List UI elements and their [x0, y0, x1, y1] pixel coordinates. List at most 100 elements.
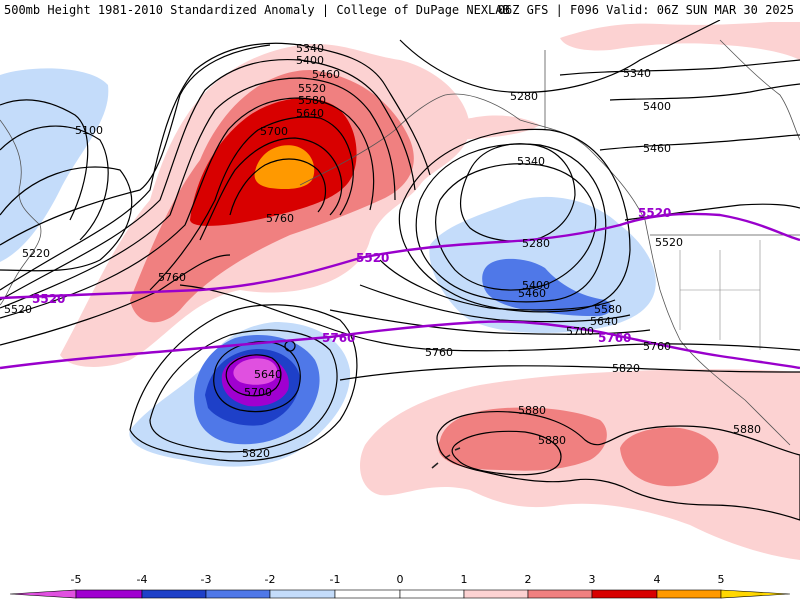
anomaly-pos1-subtropics	[360, 369, 800, 560]
label-5520c: 5520	[655, 236, 683, 249]
colorbar-tick: 0	[397, 573, 404, 586]
contour-5460-trough	[415, 143, 607, 303]
label-5280a: 5280	[510, 90, 538, 103]
map-header: 500mb Height 1981-2010 Standardized Anom…	[0, 0, 800, 20]
label-5640c: 5640	[254, 368, 282, 381]
label-5400a: 5400	[296, 54, 324, 67]
highlight-labels: 5520 5520 5520 5760 5760	[32, 206, 671, 345]
swatch-neg1-zero	[334, 589, 401, 599]
contour-5160	[0, 125, 109, 241]
highlight-label-5760-east: 5760	[598, 331, 631, 345]
label-5640b: 5640	[590, 315, 618, 328]
label-5220: 5220	[22, 247, 50, 260]
label-5760c: 5760	[425, 346, 453, 359]
label-5460a: 5460	[312, 68, 340, 81]
contour-5520-ridge	[0, 97, 375, 319]
contour-5820-cutoff	[129, 304, 358, 462]
product-title: 500mb Height 1981-2010 Standardized Anom…	[4, 3, 510, 17]
colorbar-swatches	[9, 589, 791, 599]
swatch-above-pos5	[720, 589, 791, 599]
contour-5280-west	[0, 44, 271, 246]
colorbar-tick: 4	[654, 573, 661, 586]
contour-5760-west	[0, 254, 231, 346]
highlight-label-5520-west: 5520	[32, 292, 65, 306]
swatch-neg3-neg2	[205, 589, 271, 599]
contour-5700-ridge	[229, 158, 327, 216]
coastlines	[0, 39, 800, 469]
highlight-label-5760-mid: 5760	[322, 331, 355, 345]
label-5340c: 5340	[517, 155, 545, 168]
highlight-contour-5760	[0, 320, 800, 370]
contour-5760-cutoff	[149, 329, 338, 453]
contour-5460-ridge	[0, 77, 396, 309]
highlight-label-5520-east: 5520	[638, 206, 671, 220]
label-5340a: 5340	[296, 42, 324, 55]
swatch-pos1-pos2	[463, 589, 529, 599]
label-5280b: 5280	[522, 237, 550, 250]
label-5580a: 5580	[298, 94, 326, 107]
anomaly-pos1-northeast-corner	[560, 22, 800, 60]
swatch-zero-pos1	[399, 589, 465, 599]
contour-5340-ridge	[0, 42, 431, 291]
anomaly-map: 5340 5400 5460 5520 5580 5640 5700 5760 …	[0, 20, 800, 586]
label-5820a: 5820	[612, 362, 640, 375]
model-valid-time: 06Z GFS | F096 Valid: 06Z SUN MAR 30 202…	[497, 3, 794, 17]
label-5340b: 5340	[623, 67, 651, 80]
colorbar-ticks: -5 -4 -3 -2 -1 0 1 2 3 4 5	[71, 573, 725, 586]
height-contours	[0, 20, 800, 521]
anomaly-pos2-subtropics-west	[438, 407, 607, 471]
alaska-coast	[444, 93, 646, 221]
north-america-west-coast	[644, 219, 791, 446]
contour-5880-inner	[451, 430, 562, 476]
contour-5580-trough	[379, 259, 616, 311]
contour-5460-east	[599, 134, 800, 151]
anomaly-pos1-alaska	[450, 115, 540, 140]
label-5400b: 5400	[643, 100, 671, 113]
contour-5340-east	[559, 59, 800, 76]
anomaly-colorbar: -5 -4 -3 -2 -1 0 1 2 3 4 5	[0, 570, 800, 600]
highlight-contour-5520	[0, 212, 800, 300]
label-5700a: 5700	[260, 125, 288, 138]
swatch-pos4-pos5	[656, 589, 722, 599]
alaska-peninsula-aleutians	[299, 94, 446, 186]
colorbar-tick: -5	[71, 573, 82, 586]
anomaly-pos2-subtropics-east	[620, 427, 719, 487]
swatch-pos2-pos3	[527, 589, 593, 599]
contour-5100	[0, 99, 89, 221]
contour-5760-mid	[179, 284, 800, 352]
contour-labels: 5340 5400 5460 5520 5580 5640 5700 5760 …	[4, 42, 761, 460]
contour-5820-mid	[339, 365, 800, 381]
swatch-neg5-neg4	[75, 589, 143, 599]
hudson-bay-coast	[719, 39, 800, 141]
colorbar-tick: -1	[330, 573, 341, 586]
label-5760b: 5760	[158, 271, 186, 284]
contour-5280-north	[399, 20, 721, 93]
label-5700b: 5700	[566, 325, 594, 338]
swatch-pos3-pos4	[591, 589, 658, 599]
colorbar-tick: -2	[265, 573, 276, 586]
label-5760a: 5760	[266, 212, 294, 225]
contour-5640-ridge	[199, 137, 343, 241]
contour-5580-ridge	[149, 116, 354, 291]
contour-5640-trough	[359, 284, 631, 323]
label-5640a: 5640	[296, 107, 324, 120]
anomaly-pos4-north-pacific	[254, 145, 315, 190]
state-lines	[679, 240, 761, 350]
contour-5880-ring	[436, 410, 800, 521]
label-5400c: 5400	[522, 279, 550, 292]
label-5880c: 5880	[733, 423, 761, 436]
contour-5520-trough	[398, 128, 631, 313]
label-5700c: 5700	[244, 386, 272, 399]
label-5880a: 5880	[518, 404, 546, 417]
label-5100: 5100	[75, 124, 103, 137]
contour-5640-cutoff	[225, 354, 282, 397]
swatch-below-neg5	[9, 589, 77, 599]
label-5460c: 5460	[518, 287, 546, 300]
contour-5400-ridge	[0, 59, 416, 301]
colorbar-tick: -4	[137, 573, 148, 586]
contour-5400-trough	[435, 163, 597, 291]
colorbar-tick: 3	[589, 573, 596, 586]
swatch-neg2-neg1	[269, 589, 336, 599]
swatch-neg4-neg3	[141, 589, 207, 599]
colorbar-tick: 1	[461, 573, 468, 586]
